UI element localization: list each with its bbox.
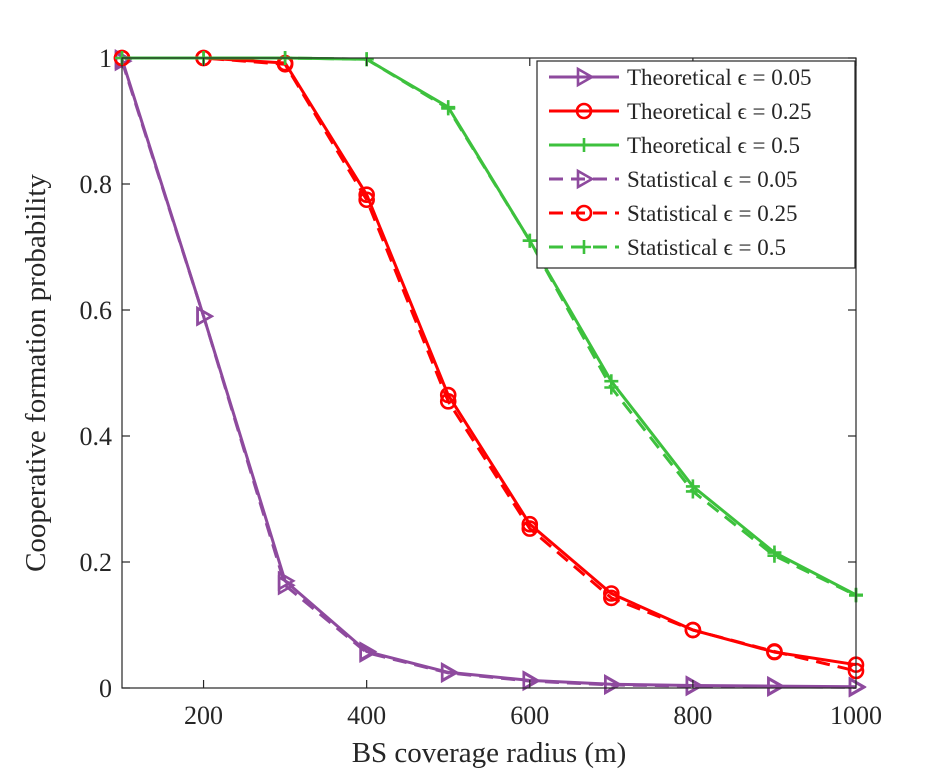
data-point-5-8 <box>767 548 782 563</box>
legend-label-3: Statistical ϵ = 0.05 <box>627 167 798 192</box>
data-point-5-5 <box>522 233 537 248</box>
legend: Theoretical ϵ = 0.05 Theoretical ϵ = 0.25… <box>536 60 856 269</box>
x-axis-title: BS coverage radius (m) <box>352 737 627 769</box>
data-point-3-1 <box>196 306 215 327</box>
data-point-4-5 <box>521 520 539 537</box>
axes-box <box>121 57 857 689</box>
series-line-3 <box>120 60 857 689</box>
data-point-3-5 <box>522 670 541 692</box>
legend-item-1: Theoretical ϵ = 0.25 <box>549 99 812 124</box>
y-tick-label-3: 0.6 <box>80 296 113 325</box>
data-point-3-9 <box>848 677 867 698</box>
x-tick-label-4: 1000 <box>830 701 882 730</box>
legend-marker-5 <box>577 240 591 254</box>
legend-label-2: Theoretical ϵ = 0.5 <box>627 133 800 158</box>
legend-marker-2 <box>577 138 591 152</box>
y-tick-label-1: 0.2 <box>80 548 113 577</box>
data-point-5-4 <box>441 101 456 116</box>
y-tick-label-5: 1 <box>99 44 112 73</box>
x-tick-label-2: 600 <box>510 701 549 730</box>
legend-marker-1 <box>575 102 593 120</box>
data-point-3-2 <box>277 575 296 596</box>
data-point-5-6 <box>604 380 619 395</box>
y-tick-label-2: 0.4 <box>80 422 113 451</box>
legend-label-4: Statistical ϵ = 0.25 <box>627 201 798 226</box>
legend-label-1: Theoretical ϵ = 0.25 <box>627 99 812 124</box>
y-tick-label-4: 0.8 <box>80 170 113 199</box>
data-point-3-3 <box>359 642 378 663</box>
y-tick-label-0: 0 <box>99 674 112 703</box>
legend-item-2: Theoretical ϵ = 0.5 <box>549 133 800 158</box>
legend-box <box>536 60 856 269</box>
legend-marker-4 <box>575 204 593 222</box>
x-tick-label-3: 800 <box>673 701 712 730</box>
legend-item-5: Statistical ϵ = 0.5 <box>549 235 786 260</box>
data-point-3-6 <box>604 674 622 696</box>
data-point-4-3 <box>358 191 375 209</box>
legend-label-0: Theoretical ϵ = 0.05 <box>627 65 812 90</box>
data-point-4-7 <box>684 621 702 639</box>
data-point-4-4 <box>439 393 457 410</box>
legend-item-3: Statistical ϵ = 0.05 <box>549 167 798 192</box>
legend-item-0: Theoretical ϵ = 0.05 <box>549 65 812 90</box>
data-point-5-7 <box>685 484 700 499</box>
x-tick-label-0: 200 <box>184 701 223 730</box>
data-point-1-3 <box>358 186 375 204</box>
data-point-4-8 <box>766 643 783 660</box>
legend-marker-3 <box>576 168 595 190</box>
data-point-4-6 <box>603 589 620 607</box>
legend-marker-0 <box>576 66 595 88</box>
data-point-3-7 <box>685 675 704 697</box>
legend-label-5: Statistical ϵ = 0.5 <box>627 235 786 260</box>
data-point-3-4 <box>440 662 459 684</box>
legend-item-4: Statistical ϵ = 0.25 <box>549 201 798 226</box>
series-line-4 <box>122 56 857 673</box>
y-axis-title: Cooperative formation probability <box>20 174 52 572</box>
data-point-3-8 <box>767 676 786 697</box>
axes: 200 400 600 800 1000 0 0.2 0.4 0.6 0.8 1 <box>80 44 883 730</box>
x-tick-label-1: 400 <box>347 701 386 730</box>
